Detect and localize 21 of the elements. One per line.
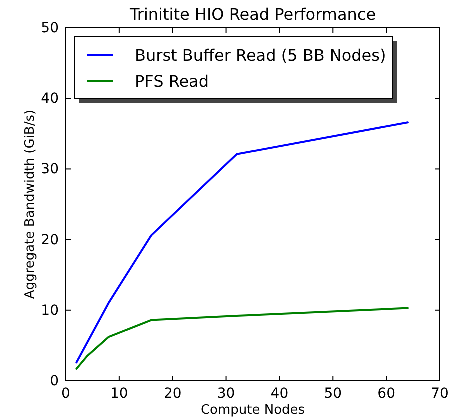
x-axis-title: Compute Nodes: [200, 403, 306, 418]
x-tick-label: 30: [217, 386, 236, 402]
y-tick-label: 30: [41, 162, 59, 178]
x-tick-label: 10: [110, 386, 128, 402]
x-tick-label: 20: [164, 386, 182, 402]
y-tick-label: 10: [41, 302, 59, 319]
legend-label: Burst Buffer Read (5 BB Nodes): [135, 46, 386, 65]
y-tick-label: 40: [41, 91, 59, 108]
x-tick-label: 70: [431, 386, 449, 402]
line-series: [76, 307, 409, 370]
x-tick-label: 0: [62, 386, 70, 402]
y-axis-title: Aggregate Bandwidth (GiB/s): [23, 110, 38, 300]
line-series: [76, 122, 409, 364]
legend-label: PFS Read: [135, 72, 210, 91]
y-tick-label: 50: [41, 20, 59, 36]
x-tick-label: 50: [324, 386, 342, 402]
x-tick-label: 40: [270, 386, 289, 402]
chart-title: Trinitite HIO Read Performance: [128, 5, 376, 24]
y-tick-label: 0: [50, 373, 59, 390]
y-tick-label: 20: [41, 232, 59, 248]
x-tick-label: 60: [378, 386, 396, 402]
